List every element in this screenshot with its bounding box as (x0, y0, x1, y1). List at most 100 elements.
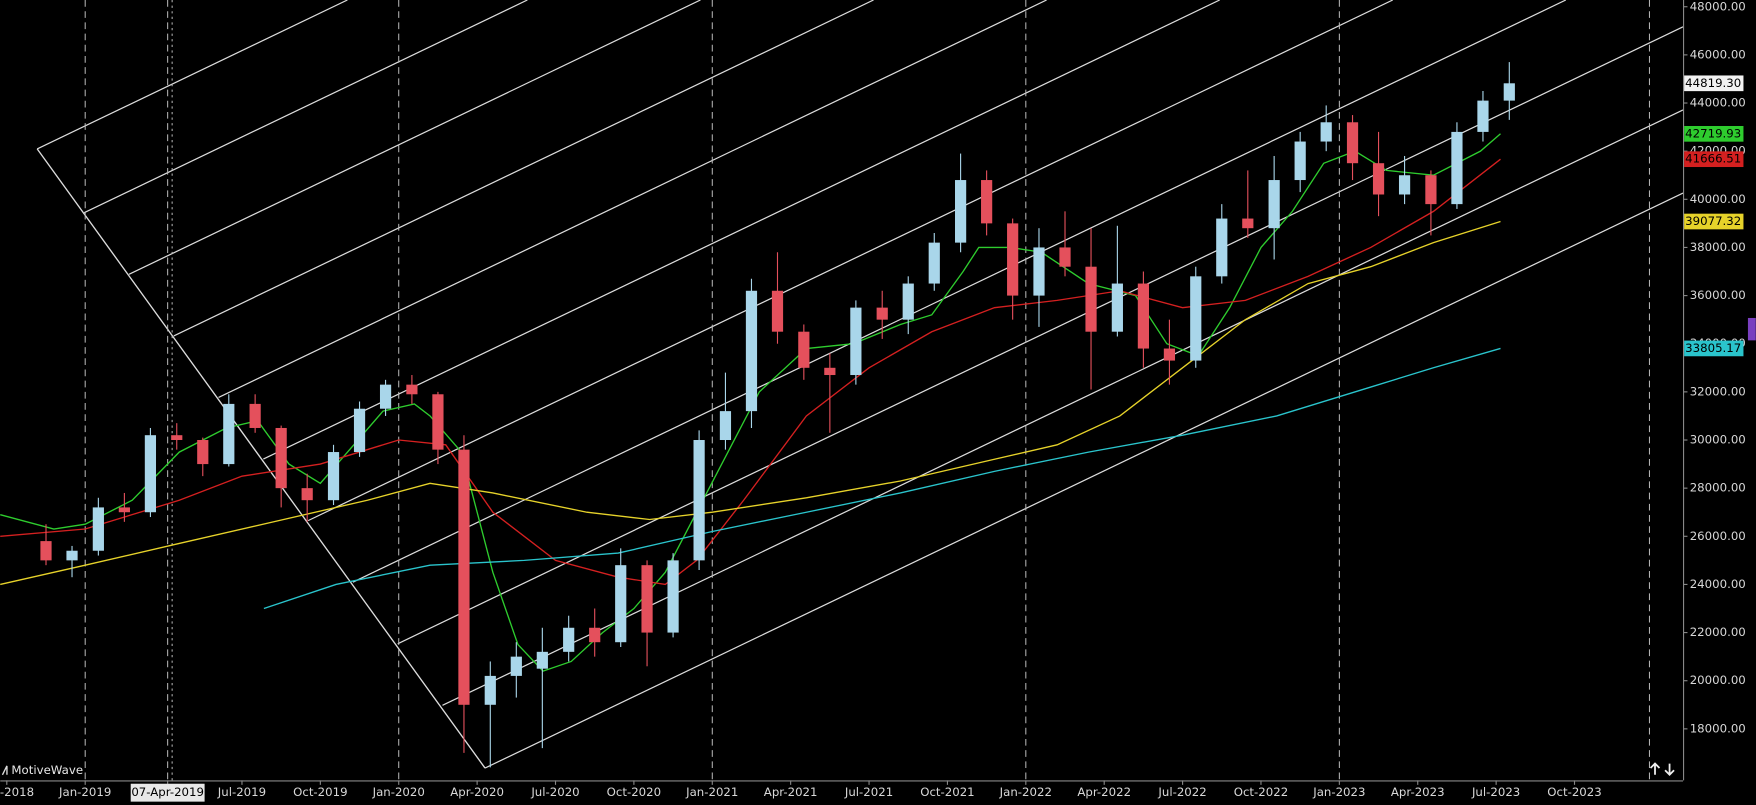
candle-body (1451, 131, 1463, 205)
candle-body (771, 290, 784, 332)
channel-line (173, 0, 874, 337)
candle-body (563, 627, 575, 652)
channel-line (128, 0, 701, 275)
x-tick-label: Jan-2020 (372, 785, 425, 799)
y-tick-label: 24000.00 (1690, 577, 1746, 591)
candle-body (353, 408, 366, 453)
candle-body (641, 565, 653, 633)
candle-body (667, 560, 679, 633)
x-tick-label: Jul-2023 (1471, 785, 1520, 799)
x-tick-label: Oct-2022 (1234, 785, 1288, 799)
candle-body (1007, 223, 1019, 296)
candle-body (1033, 247, 1045, 296)
last-price-label: 44819.30 (1685, 76, 1741, 90)
ma-price-label: 39077.32 (1685, 214, 1741, 228)
candle-body (1190, 276, 1202, 361)
candle-body (484, 675, 496, 705)
candle-body (1398, 175, 1411, 195)
candle-body (1085, 266, 1097, 332)
y-tick-label: 18000.00 (1690, 721, 1746, 735)
y-tick-label: 44000.00 (1690, 96, 1746, 110)
x-tick-label: Apr-2021 (764, 785, 818, 799)
candle-body (1346, 122, 1359, 164)
candle-body (1268, 180, 1280, 229)
y-tick-label: 32000.00 (1690, 384, 1746, 398)
y-tick-label: 38000.00 (1690, 240, 1746, 254)
channel-line (307, 0, 1394, 522)
candle-body (1137, 283, 1149, 349)
x-tick-label: Apr-2020 (450, 785, 504, 799)
candle-body (458, 449, 470, 705)
candle-body (876, 307, 888, 320)
candle-body (981, 180, 993, 224)
candle-body (92, 507, 104, 551)
ma-price-label-box (1684, 125, 1744, 142)
candle-body (928, 242, 940, 284)
cursor-label-box (130, 783, 205, 802)
x-tick-label: Oct-2023 (1547, 785, 1601, 799)
candle-body (824, 367, 836, 376)
x-tick-label: Apr-2022 (1077, 785, 1131, 799)
candle-body (66, 550, 78, 561)
channel-line (218, 0, 1047, 399)
x-tick-label: Jul-2019 (217, 785, 266, 799)
candle-body (719, 411, 732, 441)
candle-body (275, 427, 287, 489)
ma-price-label-box (1684, 340, 1744, 357)
candle-body (1111, 283, 1123, 332)
candle-body (1059, 247, 1071, 267)
candle-body (432, 394, 444, 450)
candle-body (693, 440, 705, 561)
x-tick-label: Jul-2022 (1157, 785, 1206, 799)
channel-base (36, 148, 486, 769)
x-tick-label: Jan-2022 (999, 785, 1052, 799)
y-tick-label: 30000.00 (1690, 433, 1746, 447)
candle-body (615, 565, 627, 643)
x-tick-label: Oct-2019 (293, 785, 347, 799)
channel-line (83, 0, 528, 214)
channel-line (263, 0, 1220, 460)
candle-body (40, 541, 52, 561)
plot (0, 62, 1515, 768)
ma-price-label: 41666.51 (1685, 152, 1741, 166)
scroll-down[interactable] (1664, 763, 1675, 777)
x-tick-label: Oct-2020 (607, 785, 661, 799)
x-tick-label: Apr-2023 (1391, 785, 1445, 799)
y-tick-label: 28000.00 (1690, 481, 1746, 495)
candle-body (249, 403, 261, 428)
candle-body (536, 651, 548, 669)
candle-body (327, 452, 340, 501)
channel-line (484, 192, 1684, 769)
x-tick-label: Jan-2023 (1312, 785, 1365, 799)
x-tick-label: 07-Apr-2019 (131, 785, 204, 799)
candle-body (1242, 218, 1254, 229)
moving-average (0, 158, 1501, 586)
y-tick-label: 36000.00 (1690, 288, 1746, 302)
candle-body (510, 656, 522, 676)
candle-body (1320, 122, 1332, 142)
candle-body (197, 440, 209, 465)
candle-body (1503, 83, 1515, 101)
scroll-arrows[interactable] (1649, 762, 1675, 777)
candle-body (589, 627, 601, 643)
x-tick-label: Oct-2021 (920, 785, 974, 799)
scroll-up[interactable] (1649, 762, 1661, 775)
grid (84, 0, 1650, 781)
x-tick-label: Jan-2021 (685, 785, 738, 799)
y-tick-label: 26000.00 (1690, 529, 1746, 543)
candle-body (850, 307, 862, 376)
brand-icon (1, 765, 8, 776)
moving-average (0, 133, 1501, 672)
y-tick-label: 46000.00 (1690, 47, 1746, 61)
x-tick-label: Jul-2021 (844, 785, 893, 799)
candle-body (406, 384, 418, 395)
candle-body (1294, 141, 1306, 181)
candle-body (223, 403, 235, 465)
y-tick-label: 22000.00 (1690, 625, 1746, 639)
last-price-label-box (1684, 75, 1744, 92)
channel-line (352, 0, 1567, 583)
candle-body (118, 507, 130, 513)
